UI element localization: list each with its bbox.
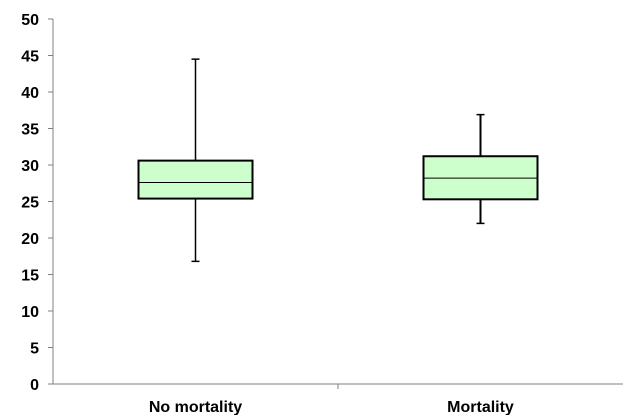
y-tick-label: 50 bbox=[21, 12, 39, 29]
y-tick-label: 15 bbox=[21, 268, 39, 285]
box-mortality bbox=[422, 113, 539, 225]
y-tick-label: 25 bbox=[21, 195, 39, 212]
y-tick-label: 45 bbox=[21, 49, 39, 66]
y-axis-ticks: 0 5 10 15 20 25 30 35 40 45 50 bbox=[21, 12, 53, 394]
y-tick-label: 10 bbox=[21, 304, 39, 321]
y-tick-label: 0 bbox=[30, 377, 39, 394]
axes bbox=[52, 19, 623, 385]
interquartile-box bbox=[137, 159, 254, 200]
boxes bbox=[137, 58, 539, 263]
x-category-label: Mortality bbox=[447, 399, 514, 415]
y-tick-label: 30 bbox=[21, 158, 39, 175]
y-tick-label: 40 bbox=[21, 85, 39, 102]
x-axis-labels: No mortality Mortality bbox=[149, 384, 514, 415]
x-category-label: No mortality bbox=[149, 399, 242, 415]
box-no-mortality bbox=[137, 58, 254, 263]
y-tick-label: 5 bbox=[30, 341, 39, 358]
y-tick-label: 20 bbox=[21, 231, 39, 248]
y-tick-label: 35 bbox=[21, 122, 39, 139]
